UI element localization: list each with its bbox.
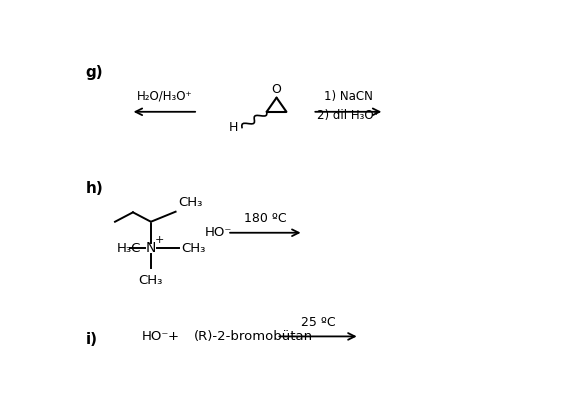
Text: +: +	[168, 330, 179, 343]
Text: HO⁻: HO⁻	[205, 226, 232, 239]
Text: 180 ºC: 180 ºC	[244, 212, 287, 225]
Text: H₂O/H₃O⁺: H₂O/H₃O⁺	[137, 90, 192, 103]
Text: +: +	[154, 235, 164, 245]
Text: h): h)	[86, 181, 104, 196]
Text: CH₃: CH₃	[139, 274, 163, 286]
Text: O: O	[272, 83, 281, 96]
Text: CH₃: CH₃	[179, 195, 203, 208]
Text: N: N	[146, 242, 156, 255]
Text: 25 ºC: 25 ºC	[301, 316, 335, 329]
Text: CH₃: CH₃	[181, 242, 206, 255]
Text: i): i)	[86, 332, 98, 347]
Text: g): g)	[86, 64, 104, 80]
Text: HO⁻: HO⁻	[142, 330, 169, 343]
Text: H: H	[229, 121, 239, 134]
Text: H₃C: H₃C	[117, 242, 142, 255]
Text: (R)-2-bromobütan: (R)-2-bromobütan	[193, 330, 313, 343]
Text: 1) NaCN: 1) NaCN	[324, 90, 373, 103]
Text: 2) dil H₃O⁺: 2) dil H₃O⁺	[317, 109, 380, 122]
